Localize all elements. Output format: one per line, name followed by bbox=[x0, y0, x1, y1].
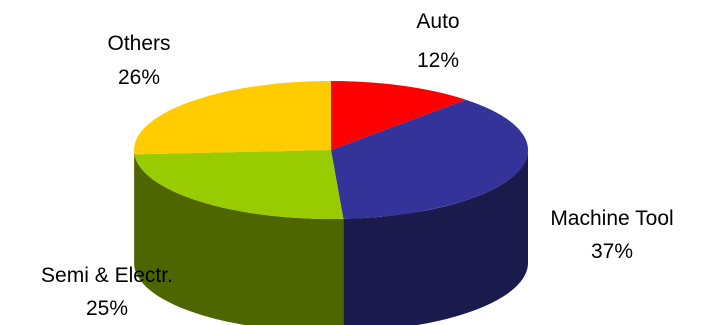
pie-sides bbox=[134, 150, 528, 325]
pie-tops bbox=[134, 81, 528, 219]
slice-top-machine-tool bbox=[331, 99, 528, 219]
slice-top-others bbox=[134, 81, 331, 155]
label-auto-name: Auto bbox=[416, 10, 459, 33]
slice-top-semi-electr bbox=[134, 150, 344, 219]
label-semi-electr-name: Semi & Electr. bbox=[41, 264, 173, 287]
label-semi-electr-percent: 25% bbox=[86, 297, 128, 320]
label-auto-percent: 12% bbox=[417, 49, 459, 72]
slice-top-auto bbox=[331, 81, 466, 150]
label-others-name: Others bbox=[107, 32, 170, 55]
slice-side-semi-electr bbox=[134, 154, 344, 325]
label-machine-tool-name: Machine Tool bbox=[550, 207, 673, 230]
label-machine-tool-percent: 37% bbox=[591, 240, 633, 263]
slice-side-machine-tool bbox=[343, 150, 528, 325]
label-others-percent: 26% bbox=[118, 66, 160, 89]
